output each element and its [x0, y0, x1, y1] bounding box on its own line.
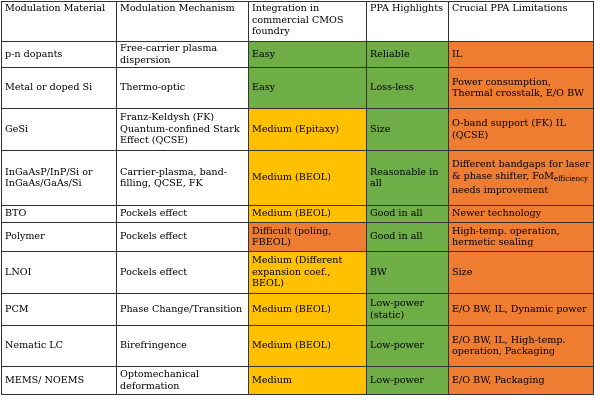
limitations-cell: Newer technology — [448, 205, 594, 224]
material-cell: BTO — [1, 205, 117, 224]
mechanism-cell: Phase Change/Transition — [116, 293, 249, 327]
integration-cell: Medium (BEOL) — [248, 150, 367, 207]
header-integration: Integration in commercial CMOS foundry — [248, 1, 367, 42]
integration-cell: Medium (Different expansion coef., BEOL) — [248, 251, 367, 295]
highlights-cell: Low-power (static) — [366, 293, 449, 327]
material-cell: Nematic LC — [1, 325, 117, 368]
limitations-cell: E/O BW, IL, Dynamic power — [448, 293, 594, 327]
mechanism-cell: Thermo-optic — [116, 67, 249, 110]
mechanism-cell: Optomechanical deformation — [116, 366, 249, 396]
mechanism-cell: Birefringence — [116, 325, 249, 368]
limitations-cell: Power consumption, Thermal crosstalk, E/… — [448, 67, 594, 110]
highlights-cell: Good in all — [366, 205, 449, 224]
fom-symbol: FoM — [532, 170, 554, 182]
material-cell: Metal or doped Si — [1, 67, 117, 110]
limitations-cell: E/O BW, IL, High-temp. operation, Packag… — [448, 325, 594, 368]
table-row: Nematic LC Birefringence Medium (BEOL) L… — [1, 325, 594, 368]
material-cell: LNOI — [1, 251, 117, 295]
material-cell: InGaAsP/InP/Si or InGaAs/GaAs/Si — [1, 150, 117, 207]
material-cell: MEMS/ NOEMS — [1, 366, 117, 396]
mechanism-cell: Free-carrier plasma dispersion — [116, 40, 249, 69]
highlights-cell: Reliable — [366, 40, 449, 69]
table-row: MEMS/ NOEMS Optomechanical deformation M… — [1, 366, 594, 396]
highlights-cell: Size — [366, 108, 449, 152]
integration-cell: Medium (BEOL) — [248, 205, 367, 224]
integration-cell: Medium (BEOL) — [248, 325, 367, 368]
table-row: GeSi Franz-Keldysh (FK) Quantum-confined… — [1, 108, 594, 152]
header-limitations: Crucial PPA Limitations — [448, 1, 594, 42]
limitations-text: Different bandgaps for laser & phase shi… — [452, 159, 590, 182]
table-row: Metal or doped Si Thermo-optic Easy Loss… — [1, 67, 594, 110]
highlights-cell: Low-power — [366, 325, 449, 368]
limitations-cell: Size — [448, 251, 594, 295]
fom-subscript: efficiency — [553, 174, 588, 183]
integration-cell: Easy — [248, 67, 367, 110]
highlights-cell: Low-power — [366, 366, 449, 396]
table-row: p-n dopants Free-carrier plasma dispersi… — [1, 40, 594, 69]
mechanism-cell: Pockels effect — [116, 205, 249, 224]
header-row: Modulation Material Modulation Mechanism… — [1, 1, 594, 42]
highlights-cell: BW — [366, 251, 449, 295]
table-row: LNOI Pockels effect Medium (Different ex… — [1, 251, 594, 295]
table-row: PCM Phase Change/Transition Medium (BEOL… — [1, 293, 594, 327]
limitations-cell: Different bandgaps for laser & phase shi… — [448, 150, 594, 207]
material-cell: GeSi — [1, 108, 117, 152]
header-material: Modulation Material — [1, 1, 117, 42]
table-row: Polymer Pockels effect Difficult (poling… — [1, 222, 594, 253]
limitations-cell: High-temp. operation, hermetic sealing — [448, 222, 594, 253]
table-row: BTO Pockels effect Medium (BEOL) Good in… — [1, 205, 594, 224]
integration-cell: Easy — [248, 40, 367, 69]
integration-cell: Medium (BEOL) — [248, 293, 367, 327]
limitations-cell: E/O BW, Packaging — [448, 366, 594, 396]
integration-cell: Difficult (poling, FBEOL) — [248, 222, 367, 253]
integration-cell: Medium — [248, 366, 367, 396]
mechanism-cell: Pockels effect — [116, 251, 249, 295]
limitations-cell: O-band support (FK) IL (QCSE) — [448, 108, 594, 152]
highlights-cell: Reasonable in all — [366, 150, 449, 207]
mechanism-cell: Franz-Keldysh (FK) Quantum-confined Star… — [116, 108, 249, 152]
fom-tail: needs improvement — [452, 185, 549, 197]
header-mechanism: Modulation Mechanism — [116, 1, 249, 42]
header-highlights: PPA Highlights — [366, 1, 449, 42]
material-cell: p-n dopants — [1, 40, 117, 69]
highlights-cell: Good in all — [366, 222, 449, 253]
table-row: InGaAsP/InP/Si or InGaAs/GaAs/Si Carrier… — [1, 150, 594, 207]
modulation-comparison-table: Modulation Material Modulation Mechanism… — [1, 1, 594, 396]
mechanism-cell: Pockels effect — [116, 222, 249, 253]
limitations-cell: IL — [448, 40, 594, 69]
material-cell: Polymer — [1, 222, 117, 253]
material-cell: PCM — [1, 293, 117, 327]
mechanism-cell: Carrier-plasma, band-filling, QCSE, FK — [116, 150, 249, 207]
highlights-cell: Loss-less — [366, 67, 449, 110]
integration-cell: Medium (Epitaxy) — [248, 108, 367, 152]
